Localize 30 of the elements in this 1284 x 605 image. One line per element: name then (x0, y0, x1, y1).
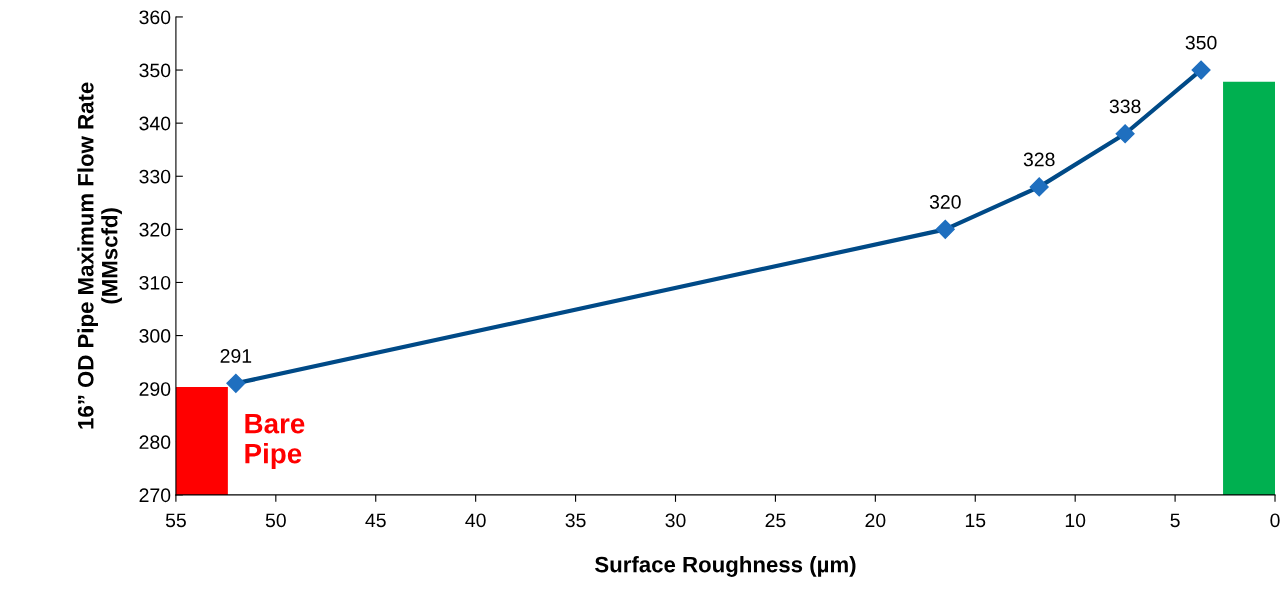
x-axis-title: Surface Roughness (µm) (594, 556, 856, 577)
x-tick-label: 55 (165, 513, 186, 528)
data-label: 320 (929, 195, 961, 209)
annotation: Bare Pipe (245, 414, 305, 469)
y-tick-label: 360 (139, 10, 171, 25)
y-tick-label: 290 (139, 382, 171, 396)
x-tick-label: 20 (865, 513, 886, 528)
data-label: 291 (220, 349, 252, 363)
y-tick-label: 270 (139, 488, 171, 503)
x-tick-label: 35 (565, 513, 586, 528)
y-tick-label: 320 (139, 222, 171, 237)
y-axis-title: 16” OD Pipe Maximum Flow Rate (MMscfd) (77, 82, 122, 429)
y-tick-label: 280 (139, 435, 171, 450)
y-tick-label: 300 (139, 329, 171, 343)
data-label: 328 (1023, 152, 1055, 167)
x-tick-label: 50 (265, 513, 286, 528)
x-tick-label: 15 (965, 513, 986, 528)
y-tick-label: 330 (139, 169, 171, 184)
y-tick-label: 310 (139, 275, 171, 290)
y-tick-label: 350 (139, 63, 171, 78)
data-label: 350 (1185, 35, 1217, 50)
x-tick-label: 30 (665, 513, 686, 528)
x-tick-label: 0 (1270, 513, 1280, 528)
x-tick-label: 5 (1170, 513, 1180, 528)
x-tick-label: 25 (765, 513, 786, 528)
x-tick-label: 10 (1065, 513, 1086, 528)
data-label: 338 (1109, 99, 1141, 114)
x-tick-label: 45 (365, 513, 386, 528)
x-tick-label: 40 (465, 513, 486, 528)
y-tick-label: 340 (139, 116, 171, 131)
